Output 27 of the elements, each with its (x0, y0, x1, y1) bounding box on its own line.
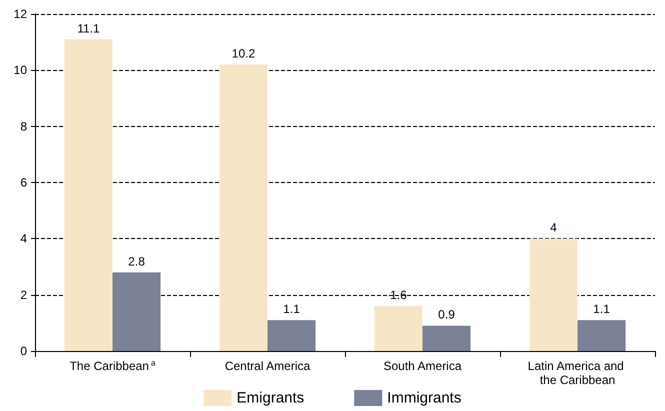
data-label: 11.1 (77, 21, 100, 36)
bar (374, 306, 422, 351)
y-tick-label: 8 (20, 119, 28, 134)
bar (219, 64, 268, 351)
x-tick-label: South America (383, 359, 462, 373)
data-label: 1.1 (593, 302, 610, 316)
y-tick-label: 6 (20, 176, 28, 190)
y-tick-label: 4 (20, 232, 28, 246)
bar (529, 238, 578, 351)
data-label: 10.2 (232, 46, 256, 61)
y-tick-label: 12 (14, 7, 28, 21)
bar (422, 326, 471, 351)
y-tick-label: 0 (20, 344, 28, 358)
y-tick-label: 2 (20, 288, 28, 302)
bar (112, 272, 161, 351)
bar (64, 39, 112, 351)
data-label: 2.8 (128, 254, 146, 268)
x-tick-label: Latin America and the Caribbean (528, 359, 628, 387)
bar (268, 320, 316, 351)
legend-label: Immigrants (387, 390, 462, 406)
data-label: 4 (550, 220, 558, 235)
data-label: 0.9 (438, 308, 456, 322)
x-tick-label: Central America (224, 359, 311, 373)
data-label: 1.1 (283, 302, 300, 316)
y-tick-label: 10 (14, 63, 28, 78)
legend-label: Emigrants (236, 390, 304, 406)
bar (578, 320, 626, 351)
